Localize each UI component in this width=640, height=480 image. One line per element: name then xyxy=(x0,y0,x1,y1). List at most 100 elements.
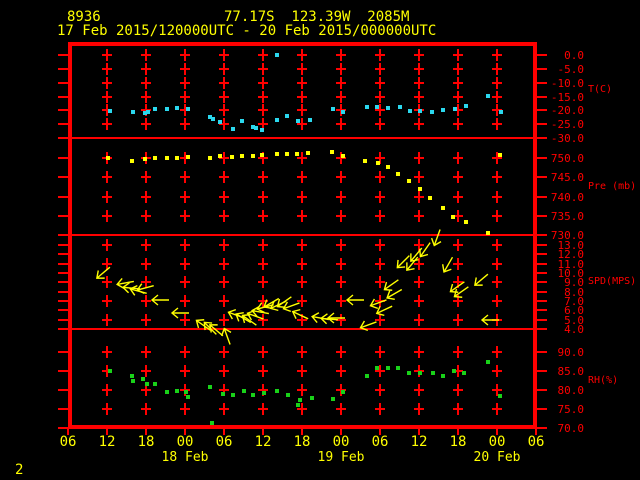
y-axis-tick-left xyxy=(58,262,68,265)
pressure-point xyxy=(285,152,290,157)
y-axis-tick-right xyxy=(537,123,547,126)
temperature-point xyxy=(275,118,280,123)
grid-cross xyxy=(414,257,424,270)
grid-cross xyxy=(180,118,190,131)
y-axis-tick-right xyxy=(537,408,547,410)
y-axis-tick-left xyxy=(58,272,68,274)
grid-cross xyxy=(453,152,463,164)
grid-cross xyxy=(102,104,112,117)
x-hour-label: 18 xyxy=(137,434,155,450)
humidity-point xyxy=(309,396,314,401)
y-axis-tick-right xyxy=(537,370,547,372)
grid-cross xyxy=(336,209,346,222)
grid-cross xyxy=(297,152,307,164)
grid-cross xyxy=(336,76,346,89)
y-tick-label: -25.0 xyxy=(550,118,584,132)
grid-cross xyxy=(336,118,346,131)
y-axis-tick-left xyxy=(58,408,68,410)
humidity-point xyxy=(331,397,336,402)
pressure-point xyxy=(363,159,368,164)
grid-cross xyxy=(375,257,385,270)
grid-cross xyxy=(336,276,346,289)
temperature-point xyxy=(441,108,446,113)
y-axis-tick-left xyxy=(58,195,68,198)
grid-cross xyxy=(492,190,502,203)
x-axis-tick xyxy=(496,429,498,435)
pressure-point xyxy=(418,186,423,191)
grid-cross xyxy=(141,295,151,307)
x-hour-label: 06 xyxy=(371,434,389,450)
grid-cross xyxy=(102,90,112,103)
grid-cross xyxy=(102,76,112,89)
grid-cross xyxy=(453,62,463,75)
grid-cross xyxy=(219,152,229,164)
y-axis-tick-right xyxy=(537,54,547,56)
grid-cross xyxy=(414,295,424,307)
grid-cross xyxy=(180,190,190,203)
grid-cross xyxy=(414,118,424,131)
wind-arrow xyxy=(346,294,365,306)
grid-cross xyxy=(102,346,112,358)
grid-cross xyxy=(336,49,346,61)
grid-cross xyxy=(219,190,229,203)
grid-cross xyxy=(102,403,112,415)
wind-arrow xyxy=(359,320,377,332)
y-axis-tick-left xyxy=(58,244,68,246)
grid-cross xyxy=(141,118,151,131)
pressure-point xyxy=(428,196,433,201)
grid-cross xyxy=(219,49,229,61)
grid-cross xyxy=(414,190,424,203)
pressure-point xyxy=(259,152,264,157)
grid-cross xyxy=(180,403,190,415)
temperature-point xyxy=(485,93,490,98)
grid-cross xyxy=(453,257,463,270)
grid-cross xyxy=(141,239,151,251)
y-tick-label: 13.0 xyxy=(557,239,585,252)
wind-arrow xyxy=(209,324,224,337)
humidity-point xyxy=(298,398,303,403)
x-hour-label: 06 xyxy=(527,434,545,450)
grid-cross xyxy=(219,295,229,307)
grid-cross xyxy=(219,76,229,89)
pressure-point xyxy=(186,154,191,159)
grid-cross xyxy=(297,257,307,270)
grid-cross xyxy=(453,90,463,103)
y-axis-tick-right xyxy=(537,318,547,321)
station-location: 77.17S 123.39W 2085M xyxy=(224,9,410,25)
grid-cross xyxy=(258,209,268,222)
temperature-point xyxy=(407,108,412,113)
wind-arrow xyxy=(221,326,232,345)
humidity-point xyxy=(485,359,490,364)
humidity-point xyxy=(461,370,466,375)
y-axis-tick-right xyxy=(537,95,547,98)
y-axis-tick-right xyxy=(537,272,547,274)
y-tick-label: 730.0 xyxy=(550,229,584,242)
y-tick-label: 5.0 xyxy=(564,313,584,327)
y-tick-label: 12.0 xyxy=(557,248,585,262)
grid-cross xyxy=(375,209,385,222)
grid-cross xyxy=(258,313,268,326)
x-axis-tick xyxy=(301,429,303,435)
humidity-point xyxy=(242,389,247,394)
grid-cross xyxy=(375,190,385,203)
y-axis-tick-left xyxy=(58,328,68,330)
grid-cross xyxy=(375,346,385,358)
grid-cross xyxy=(258,49,268,61)
grid-cross xyxy=(414,76,424,89)
temperature-point xyxy=(398,105,403,109)
x-axis-tick xyxy=(457,429,459,435)
grid-cross xyxy=(492,152,502,164)
y-tick-label: 9.0 xyxy=(564,276,584,290)
y-tick-label: 75.0 xyxy=(557,403,585,416)
grid-cross xyxy=(336,365,346,377)
y-axis-tick-left xyxy=(58,370,68,372)
grid-cross xyxy=(219,239,229,251)
humidity-point xyxy=(498,394,503,399)
temperature-point xyxy=(207,114,212,119)
grid-cross xyxy=(219,384,229,396)
grid-cross xyxy=(297,190,307,203)
temperature-point xyxy=(430,109,434,114)
grid-cross xyxy=(492,90,502,103)
grid-cross xyxy=(258,365,268,377)
humidity-point xyxy=(441,374,446,379)
